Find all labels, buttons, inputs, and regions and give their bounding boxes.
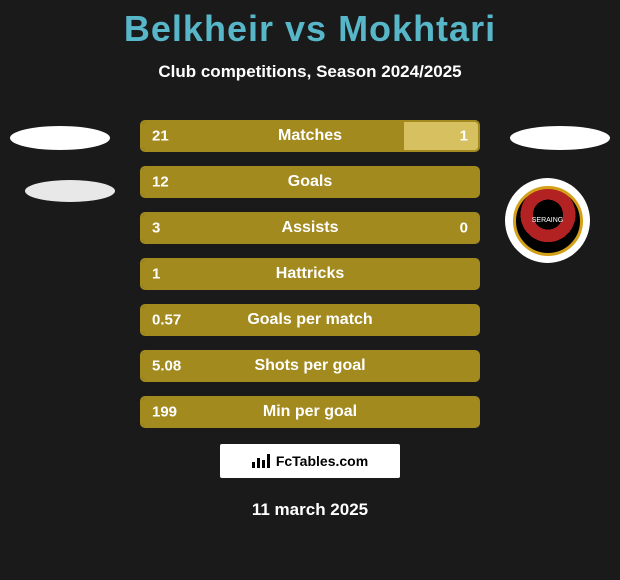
brand-icon [252, 454, 270, 468]
stat-row: 3 0 Assists [140, 212, 480, 244]
stat-value-right: 1 [460, 128, 468, 145]
stat-value-left: 5.08 [152, 358, 181, 375]
player-left-name: Belkheir [124, 8, 274, 49]
subtitle: Club competitions, Season 2024/2025 [0, 62, 620, 82]
stat-row: 1 Hattricks [140, 258, 480, 290]
stat-label: Goals per match [247, 311, 372, 329]
brand-text: FcTables.com [276, 453, 368, 469]
player-right-name: Mokhtari [338, 8, 496, 49]
stat-value-right: 0 [460, 220, 468, 237]
player-right-avatar-placeholder [510, 126, 610, 150]
stat-label: Min per goal [263, 403, 357, 421]
club-left-placeholder [25, 180, 115, 202]
stat-label: Assists [282, 219, 339, 237]
stat-value-left: 1 [152, 266, 160, 283]
stat-label: Hattricks [276, 265, 344, 283]
stat-value-left: 199 [152, 404, 177, 421]
stat-value-left: 0.57 [152, 312, 181, 329]
stat-row: 0.57 Goals per match [140, 304, 480, 336]
brand-badge: FcTables.com [220, 444, 400, 478]
club-right-logo: SERAING [505, 178, 590, 263]
stats-container: 21 1 Matches 12 Goals 3 0 Assists 1 Hattricks 0.57… [140, 120, 480, 442]
stat-row: 199 Min per goal [140, 396, 480, 428]
stat-row: 5.08 Shots per goal [140, 350, 480, 382]
club-right-badge: SERAING [513, 186, 583, 256]
stat-row: 21 1 Matches [140, 120, 480, 152]
stat-value-left: 3 [152, 220, 160, 237]
vs-text: vs [285, 8, 327, 49]
player-left-avatar-placeholder [10, 126, 110, 150]
stat-value-left: 21 [152, 128, 169, 145]
date-text: 11 march 2025 [252, 500, 368, 520]
comparison-title: Belkheir vs Mokhtari [0, 0, 620, 50]
stat-fill-left [142, 122, 404, 150]
stat-value-left: 12 [152, 174, 169, 191]
stat-label: Goals [288, 173, 332, 191]
stat-label: Matches [278, 127, 342, 145]
stat-row: 12 Goals [140, 166, 480, 198]
club-right-label: SERAING [532, 217, 564, 224]
stat-label: Shots per goal [254, 357, 365, 375]
